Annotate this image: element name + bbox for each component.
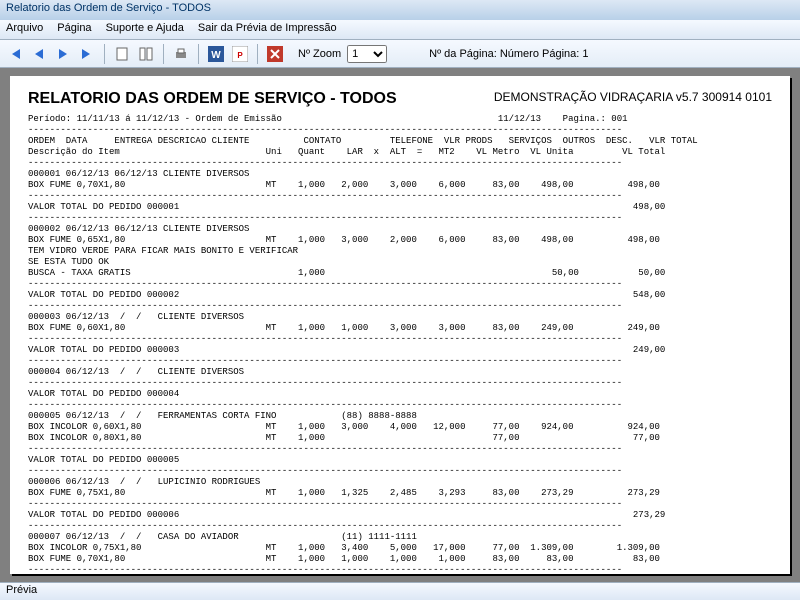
statusbar: Prévia — [0, 582, 800, 600]
window-titlebar: Relatorio das Ordem de Serviço - TODOS — [0, 0, 800, 20]
first-page-button[interactable] — [4, 43, 26, 65]
zoom-label: Nº Zoom — [298, 48, 341, 60]
report-page: RELATORIO DAS ORDEM DE SERVIÇO - TODOS D… — [10, 76, 790, 574]
svg-text:W: W — [211, 50, 221, 61]
menu-pagina[interactable]: Página — [57, 22, 91, 37]
report-body: Período: 11/11/13 á 11/12/13 - Ordem de … — [28, 114, 772, 574]
report-title: RELATORIO DAS ORDEM DE SERVIÇO - TODOS — [28, 90, 397, 108]
report-subtitle: DEMONSTRAÇÃO VIDRAÇARIA v5.7 300914 0101 — [494, 90, 772, 108]
separator — [257, 44, 258, 64]
separator — [104, 44, 105, 64]
zoom-select[interactable]: 1 — [347, 45, 387, 63]
menu-arquivo[interactable]: Arquivo — [6, 22, 43, 37]
next-page-button[interactable] — [52, 43, 74, 65]
export-pdf-button[interactable]: P — [229, 43, 251, 65]
separator — [163, 44, 164, 64]
svg-text:P: P — [237, 51, 243, 60]
preview-viewport: RELATORIO DAS ORDEM DE SERVIÇO - TODOS D… — [0, 68, 800, 582]
menubar: Arquivo Página Suporte e Ajuda Sair da P… — [0, 20, 800, 40]
separator — [198, 44, 199, 64]
menu-suporte[interactable]: Suporte e Ajuda — [106, 22, 184, 37]
status-text: Prévia — [6, 584, 37, 596]
menu-sair[interactable]: Sair da Prévia de Impressão — [198, 22, 337, 37]
toolbar: W P Nº Zoom 1 Nº da Página: Número Págin… — [0, 40, 800, 68]
close-preview-button[interactable] — [264, 43, 286, 65]
print-button[interactable] — [170, 43, 192, 65]
window-title: Relatorio das Ordem de Serviço - TODOS — [6, 2, 211, 14]
multi-page-button[interactable] — [135, 43, 157, 65]
prev-page-button[interactable] — [28, 43, 50, 65]
last-page-button[interactable] — [76, 43, 98, 65]
single-page-button[interactable] — [111, 43, 133, 65]
export-word-button[interactable]: W — [205, 43, 227, 65]
page-number-label: Nº da Página: Número Página: 1 — [429, 48, 588, 60]
